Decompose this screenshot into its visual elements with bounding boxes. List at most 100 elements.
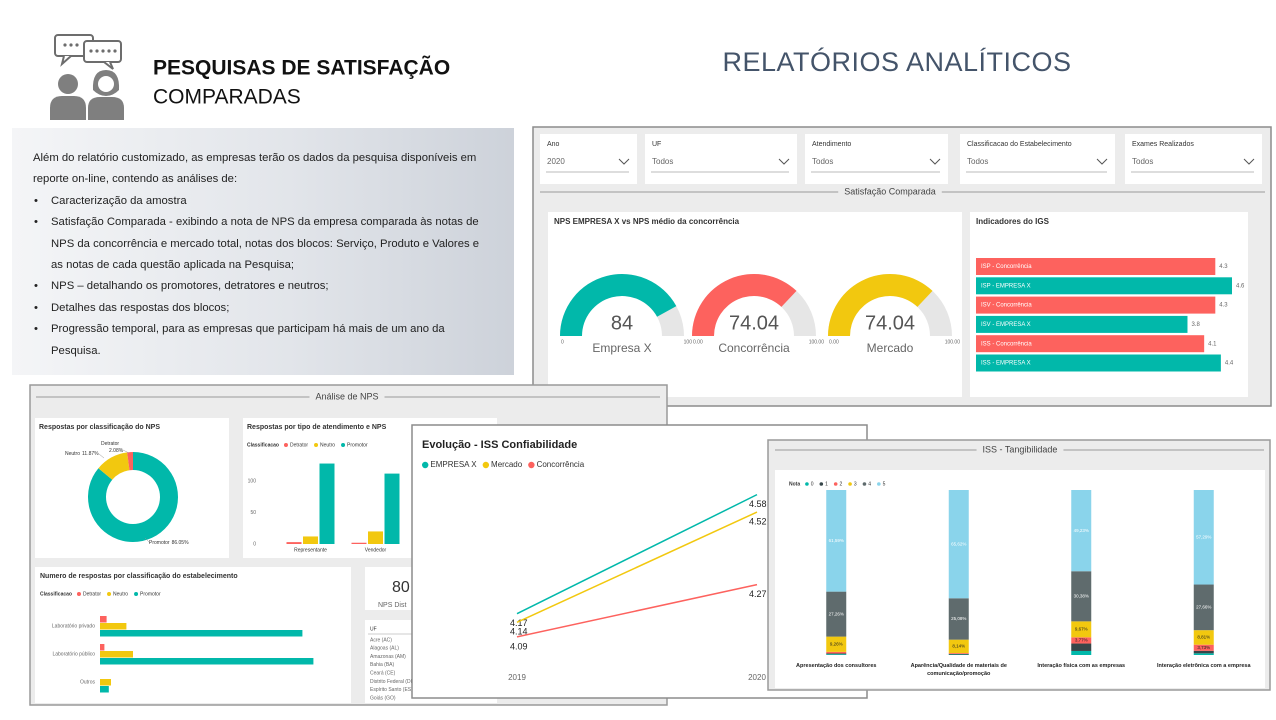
leader-line (144, 537, 151, 544)
filter-value: Todos (967, 157, 988, 166)
donut-label: Promotor 86.05% (149, 540, 189, 546)
section-title-bg (309, 390, 385, 404)
bar (976, 296, 1216, 314)
legend-marker (107, 592, 112, 596)
bar (976, 335, 1205, 353)
segment-label: 30,38% (1074, 593, 1089, 598)
speech-tail (103, 61, 114, 70)
people (50, 70, 124, 120)
bar-segment (1071, 621, 1092, 638)
chart-title: Evolução - ISS Confiabilidade (422, 439, 577, 451)
bar-category: ISV - EMPRESA X (981, 322, 1031, 328)
filter-box (1125, 134, 1262, 184)
bar (976, 277, 1232, 295)
category-label-box: Interação eletrônica com a empresa (1156, 663, 1251, 669)
intro-text: Além do relatório customizado, as empres… (33, 152, 477, 186)
bar-segment (1193, 490, 1214, 585)
table-row: Ceará (CE) (370, 671, 396, 677)
bar (976, 354, 1221, 372)
table-header: UF (370, 626, 377, 632)
slide-subtitle: COMPARADAS (153, 86, 301, 109)
bar (100, 623, 127, 630)
filter-value: Todos (1132, 157, 1153, 166)
bar (100, 644, 105, 651)
bar (100, 679, 111, 686)
donut-category: Detrator (101, 441, 119, 447)
data-label: 4.58 (749, 499, 767, 509)
segment-label: 8,81% (1197, 635, 1210, 640)
bar (351, 542, 367, 544)
segment-label: 57,29% (1196, 534, 1211, 539)
panel-title: Indicadores do IGS (976, 217, 1050, 226)
legend-marker (341, 443, 346, 447)
filter-label: Exames Realizados (1132, 141, 1194, 148)
bar-category: ISV - Concorrência (981, 303, 1032, 309)
data-label: 4.27 (749, 589, 767, 599)
bar (976, 258, 1216, 275)
bar-segment (948, 653, 969, 655)
bar (100, 630, 303, 637)
legend-title: Classificacao (40, 591, 72, 597)
legend-marker (76, 592, 81, 596)
segment-label: 9,26% (830, 641, 843, 646)
bar-category: ISS - Concorrência (981, 341, 1032, 347)
intro-bullet: NPS – detalhando os promotores, detrator… (33, 276, 494, 298)
bar-segment (1071, 490, 1092, 572)
leader-line (122, 449, 130, 454)
x-tick-label: Aparência/Qualidade de materiais de comu… (910, 663, 1007, 677)
intro-bullet: Detalhes das respostas dos blocos; (33, 298, 494, 320)
x-tick-label: Interação física com as empresas (1037, 663, 1126, 669)
category-label-box: Aparência/Qualidade de materiais de comu… (910, 663, 1007, 677)
intro-box: Além do relatório customizado, as empres… (12, 128, 514, 375)
table-row: Alagoas (AL) (370, 646, 399, 652)
legend-title: Classificacao (247, 442, 279, 448)
legend-marker (283, 443, 288, 447)
section-title: ISS - Tangibilidade (983, 444, 1058, 454)
kpi-value: 80 (392, 579, 410, 596)
bar (368, 531, 383, 544)
gauge-min: 0 (561, 339, 564, 345)
satisfaction-dashboard: Ano 2020 UF Todos Atendimento Todos Classifica… (532, 126, 1272, 407)
x-tick-label: Apresentação dos consultores (796, 663, 877, 669)
bar-value-label: 4.6 (1236, 283, 1245, 289)
legend-label: 2 (839, 481, 842, 487)
filter-label: Classificacao do Estabelecimento (967, 141, 1072, 148)
x-tick-label: Interação eletrônica com a empresa (1156, 663, 1251, 669)
table-row: Espírito Santo (ES) (370, 687, 413, 693)
bar-segment (1193, 653, 1214, 655)
bar-segment (826, 654, 847, 655)
legend-title: Nota (789, 481, 800, 487)
table-row: Goiás (GO) (370, 695, 396, 701)
category-label-box: Interação física com as empresas (1037, 663, 1126, 669)
table-row: Bahia (BA) (370, 662, 395, 668)
y-tick-label: 0 (253, 541, 256, 547)
legend-label: 0 (811, 481, 814, 487)
filter-value: Todos (652, 157, 673, 166)
bar-value-label: 4.3 (1219, 264, 1228, 270)
filter-chevron (778, 158, 790, 165)
bar-category: ISP - Concorrência (981, 264, 1032, 270)
data-label: 4.17 (510, 618, 528, 628)
gauge-label: Mercado (867, 341, 914, 355)
bar-segment (1071, 643, 1092, 651)
gauge-value-label: 84 (611, 312, 633, 334)
segment-label: 27,66% (1196, 605, 1211, 610)
segment-label: 3,77% (1075, 638, 1088, 643)
filter-box (960, 134, 1115, 184)
legend-label: 1 (825, 481, 828, 487)
segment-label: 65,62% (951, 541, 966, 546)
legend-marker (877, 482, 881, 486)
filter-chevron (929, 158, 941, 165)
bar (319, 463, 335, 544)
leader-line (98, 453, 105, 459)
panel-title: Numero de respostas por classificação do… (40, 573, 238, 580)
line (516, 493, 758, 615)
filter-chevron (1096, 158, 1108, 165)
y-tick-label: 100 (248, 478, 257, 484)
legend-label: Detrator (83, 591, 101, 597)
section-title: Satisfação Comparada (844, 186, 936, 196)
panel (775, 470, 1265, 688)
report-title: RELATÓRIOS ANALÍTICOS (722, 46, 1071, 77)
gauge-value (692, 274, 797, 336)
